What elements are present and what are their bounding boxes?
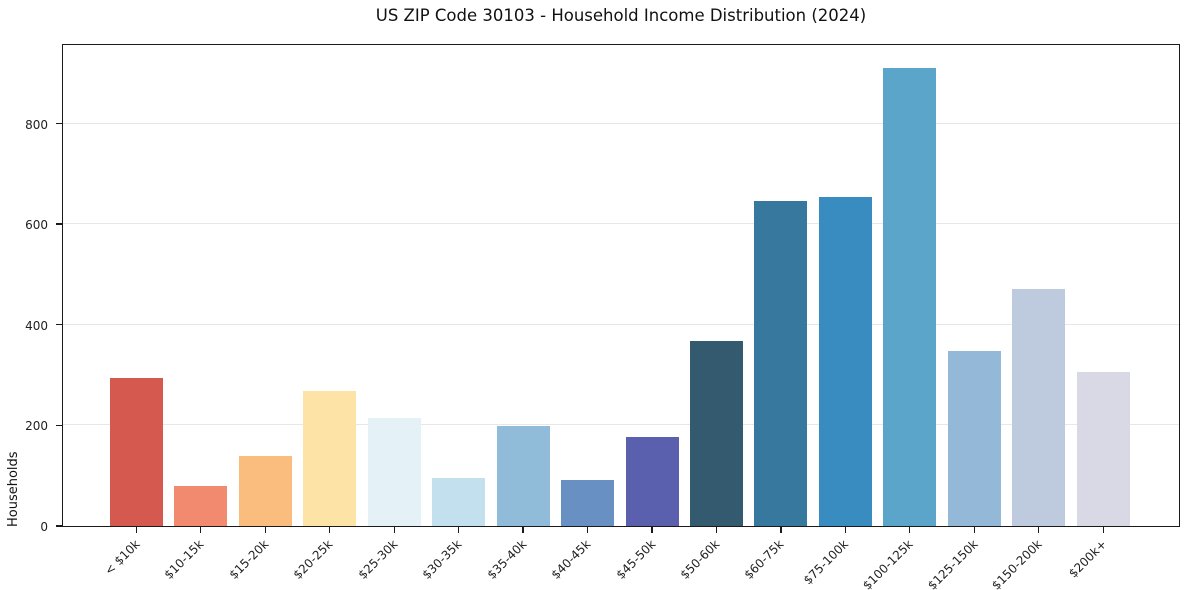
x-tick-label: $35-40k (484, 537, 530, 582)
x-tick-label: $125-150k (924, 537, 981, 590)
bar-20-25k (303, 391, 357, 526)
x-tick-mark (1038, 527, 1040, 533)
bar-15-20k (238, 456, 292, 526)
bar-60-75k (754, 200, 808, 526)
bar-25-30k (367, 418, 421, 526)
x-tick-label: $40-45k (548, 537, 594, 582)
x-tick-mark (1102, 527, 1104, 533)
bar-10-15k (174, 485, 228, 526)
x-tick-label: $200k+ (1065, 537, 1110, 581)
x-tick-mark (909, 527, 911, 533)
y-tick-mark (56, 324, 62, 326)
bar-30-35k (432, 477, 486, 526)
x-tick-mark (844, 527, 846, 533)
x-tick-mark (651, 527, 653, 533)
bar-150-200k (1012, 288, 1066, 526)
gridline-y-600 (63, 223, 1179, 225)
x-tick-mark (135, 527, 138, 533)
x-tick-mark (393, 527, 395, 533)
x-tick-mark (780, 527, 782, 533)
x-tick-mark (973, 527, 975, 533)
bar-75-100k (818, 196, 872, 526)
y-tick-mark (56, 525, 62, 527)
x-tick-label: $20-25k (290, 537, 336, 582)
x-tick-label: $15-20k (226, 537, 272, 582)
y-tick-mark (56, 122, 62, 125)
plot-area: 0 200 400 600 800 < $10k $10-15k $15-20k $20-25k… (25, 44, 1180, 590)
x-tick-label: $25-30k (355, 537, 401, 582)
bar-200k (1076, 371, 1130, 526)
x-tick-mark (200, 527, 202, 533)
y-tick-label: 800 (25, 117, 48, 132)
x-tick-label: $45-50k (613, 537, 658, 582)
bar-10k (109, 377, 163, 526)
x-tick-label: $100-125k (860, 537, 916, 590)
y-tick-label: 0 (40, 520, 48, 534)
y-axis-label: Households (6, 451, 21, 527)
bar-35-40k (496, 426, 550, 526)
y-tick-mark (56, 424, 62, 427)
x-tick-mark (586, 527, 589, 533)
x-tick-mark (458, 527, 460, 533)
x-tick-label: $10-15k (161, 537, 207, 582)
gridline-y-400 (63, 323, 1179, 325)
y-tick-label: 400 (25, 318, 48, 333)
x-tick-label: $50-60k (677, 537, 723, 582)
bar-125-150k (947, 351, 1001, 526)
chart-title: US ZIP Code 30103 - Household Income Dis… (375, 6, 867, 25)
gridline-y-200 (63, 424, 1179, 426)
y-tick-mark (56, 223, 62, 225)
gridline-y-800 (63, 122, 1179, 124)
x-tick-label: $150-200k (988, 537, 1045, 590)
x-tick-label: < $10k (101, 537, 143, 578)
x-tick-label: $75-100k (800, 537, 852, 588)
bar-45-50k (625, 437, 679, 526)
x-tick-mark (264, 527, 266, 533)
x-tick-mark (329, 527, 331, 533)
y-tick-label: 200 (25, 419, 48, 434)
x-tick-label: $60-75k (741, 537, 787, 582)
y-tick-label: 600 (25, 218, 48, 233)
x-tick-label: $30-35k (419, 537, 465, 582)
bar-100-125k (883, 68, 937, 526)
bar-50-60k (689, 340, 743, 526)
x-tick-mark (715, 527, 718, 533)
bar-40-45k (561, 480, 615, 526)
x-tick-mark (522, 527, 524, 533)
